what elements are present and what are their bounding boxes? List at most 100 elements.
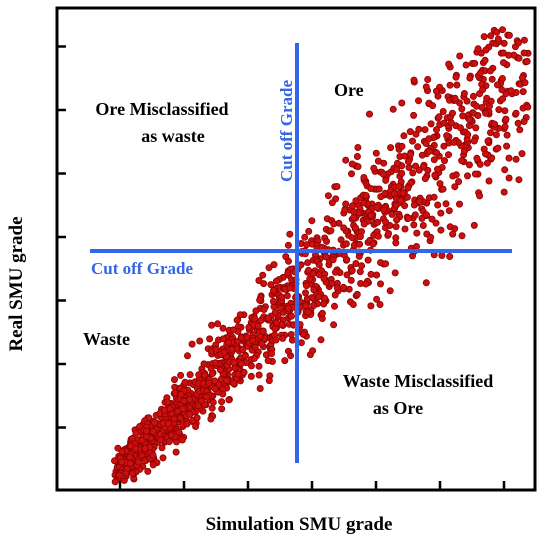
data-point bbox=[473, 154, 481, 162]
data-point bbox=[430, 193, 438, 201]
data-point bbox=[156, 410, 164, 418]
data-point bbox=[485, 177, 493, 185]
data-point bbox=[404, 214, 412, 222]
data-point bbox=[348, 266, 356, 274]
data-point bbox=[172, 448, 180, 456]
data-point bbox=[413, 229, 421, 237]
data-point bbox=[339, 283, 347, 291]
data-point bbox=[384, 229, 392, 237]
data-point bbox=[367, 212, 375, 220]
data-point bbox=[273, 319, 281, 327]
data-point bbox=[410, 201, 418, 209]
data-point bbox=[233, 316, 241, 324]
data-point bbox=[469, 92, 477, 100]
data-point bbox=[392, 165, 400, 173]
data-point bbox=[320, 300, 328, 308]
data-point bbox=[487, 32, 495, 40]
data-point bbox=[410, 76, 418, 84]
data-point bbox=[439, 108, 447, 116]
data-point bbox=[414, 143, 422, 151]
data-point bbox=[374, 218, 382, 226]
data-point bbox=[447, 119, 455, 127]
data-point bbox=[422, 83, 430, 91]
data-point bbox=[432, 126, 440, 134]
data-point bbox=[451, 183, 459, 191]
data-point bbox=[455, 178, 463, 186]
data-point bbox=[356, 240, 364, 248]
data-point bbox=[230, 380, 238, 388]
data-point bbox=[393, 216, 401, 224]
data-point bbox=[410, 111, 418, 119]
data-point bbox=[163, 398, 171, 406]
data-point bbox=[476, 160, 484, 168]
data-point bbox=[392, 239, 400, 247]
data-point bbox=[482, 109, 490, 117]
data-point bbox=[208, 321, 216, 329]
data-point bbox=[324, 192, 332, 200]
data-point bbox=[356, 233, 364, 241]
data-point bbox=[255, 371, 263, 379]
data-point bbox=[265, 264, 273, 272]
data-point bbox=[134, 458, 142, 466]
data-point bbox=[220, 348, 228, 356]
data-point bbox=[315, 293, 323, 301]
data-point bbox=[419, 221, 427, 229]
quadrant-label-ore-misclassified-line1: Ore Misclassified bbox=[95, 99, 228, 119]
data-point bbox=[206, 335, 214, 343]
data-point bbox=[352, 224, 360, 232]
data-point bbox=[350, 208, 358, 216]
data-point bbox=[183, 420, 191, 428]
data-point bbox=[308, 217, 316, 225]
data-point bbox=[387, 144, 395, 152]
data-point bbox=[239, 346, 247, 354]
data-point bbox=[516, 126, 524, 134]
data-point bbox=[480, 33, 488, 41]
data-point bbox=[230, 359, 238, 367]
data-point bbox=[524, 103, 532, 111]
x-axis-ticks bbox=[118, 481, 506, 490]
data-point bbox=[405, 163, 413, 171]
data-point bbox=[195, 371, 203, 379]
data-point bbox=[225, 396, 233, 404]
data-point bbox=[520, 36, 528, 44]
data-point bbox=[515, 54, 523, 62]
data-point bbox=[306, 275, 314, 283]
data-point bbox=[192, 422, 200, 430]
quadrant-label-waste-misclassified-line1: Waste Misclassified bbox=[343, 371, 494, 391]
data-point bbox=[342, 240, 350, 248]
data-point bbox=[408, 137, 416, 145]
data-point bbox=[463, 172, 471, 180]
data-point bbox=[149, 427, 157, 435]
data-point bbox=[376, 280, 384, 288]
data-point bbox=[505, 154, 513, 162]
data-point bbox=[518, 74, 526, 82]
data-point bbox=[129, 469, 137, 477]
data-point bbox=[282, 253, 290, 261]
data-point bbox=[373, 203, 381, 211]
data-point bbox=[381, 189, 389, 197]
data-point bbox=[333, 284, 341, 292]
data-point bbox=[223, 376, 231, 384]
data-point bbox=[465, 116, 473, 124]
data-point bbox=[505, 174, 513, 182]
data-point bbox=[320, 275, 328, 283]
data-point bbox=[303, 295, 311, 303]
data-point bbox=[370, 164, 378, 172]
data-point bbox=[418, 151, 426, 159]
data-point bbox=[256, 384, 264, 392]
data-point bbox=[337, 236, 345, 244]
data-point bbox=[279, 334, 287, 342]
data-point bbox=[301, 233, 309, 241]
data-point bbox=[330, 302, 338, 310]
data-point bbox=[500, 188, 508, 196]
data-point bbox=[186, 371, 194, 379]
data-point bbox=[407, 179, 415, 187]
data-point bbox=[256, 296, 264, 304]
data-point bbox=[186, 410, 194, 418]
data-point bbox=[211, 359, 219, 367]
data-point bbox=[214, 320, 222, 328]
data-point bbox=[414, 97, 422, 105]
data-point bbox=[449, 230, 457, 238]
data-point bbox=[435, 113, 443, 121]
data-point bbox=[299, 330, 307, 338]
